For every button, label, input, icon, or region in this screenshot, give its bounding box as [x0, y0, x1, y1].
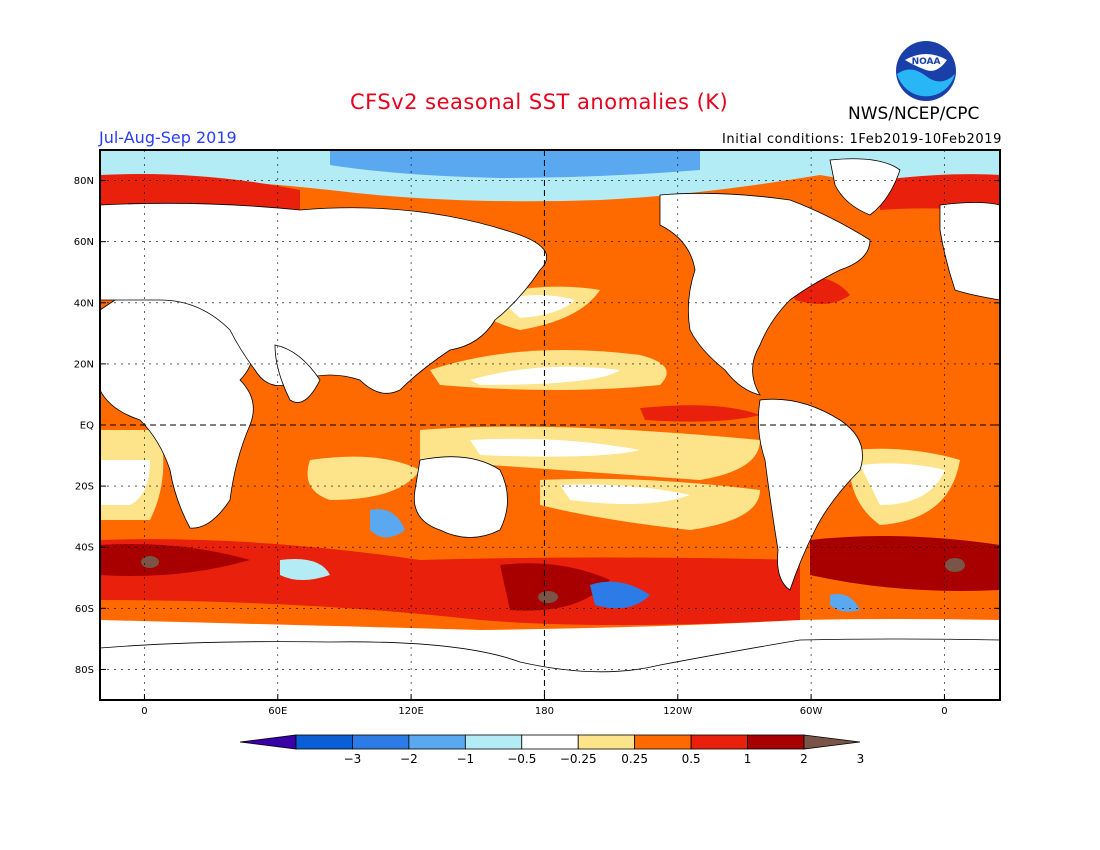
initial-conditions: Initial conditions: 1Feb2019-10Feb2019: [721, 132, 1002, 147]
colorbar-min-arrow: [239, 734, 297, 750]
antarctic-no-data-region: [100, 619, 1000, 700]
lat-tick-label: 80N: [74, 176, 94, 187]
colorbar-swatch: [408, 734, 466, 750]
lon-tick-label: 180: [535, 706, 554, 717]
lon-tick-label: 0: [141, 706, 147, 717]
colorbar-swatch: [634, 734, 692, 750]
grid-lines: [100, 150, 1000, 700]
colorbar: −3 −2 −1 −0.5 −0.25 0.25 0.5 1 2 3: [239, 734, 865, 766]
lat-tick-label: 60N: [74, 237, 94, 248]
colorbar-swatch: [295, 734, 353, 750]
colorbar-swatch: [352, 734, 410, 750]
colorbar-max-arrow: [803, 734, 861, 750]
colorbar-level-label: 0.25: [621, 752, 648, 766]
agency-label: NWS/NCEP/CPC: [848, 104, 980, 124]
greenland-land: [829, 158, 901, 216]
lat-tick-label: 60S: [75, 604, 94, 615]
arctic-cold-region: [330, 150, 700, 178]
colorbar-swatch: [690, 734, 748, 750]
north-america-land: [659, 192, 871, 396]
lat-tick-label: 20N: [74, 359, 94, 370]
colorbar-level-label: −2: [400, 752, 418, 766]
lon-tick-label: 60E: [268, 706, 287, 717]
season-label: Jul-Aug-Sep 2019: [99, 128, 237, 147]
antarctica-coastline: [100, 638, 1000, 673]
colorbar-swatch: [747, 734, 805, 750]
colorbar-level-label: 2: [800, 752, 808, 766]
latitude-axis: 80N 60N 40N 20N EQ 20S 40S 60S 80S: [74, 176, 1000, 676]
lon-tick-label: 120E: [398, 706, 423, 717]
lon-tick-label: 0: [941, 706, 947, 717]
colorbar-level-label: 1: [744, 752, 752, 766]
lat-tick-label: EQ: [80, 421, 94, 432]
longitude-axis: 0 60E 120E 180 120W 60W 0: [141, 694, 948, 717]
lon-tick-label: 120W: [663, 706, 692, 717]
colorbar-swatch: [464, 734, 523, 750]
colorbar-level-label: −0.5: [507, 752, 536, 766]
southern-ocean-cool-patch: [590, 581, 650, 609]
land-masses: [100, 158, 1000, 591]
colorbar-swatch: [521, 734, 579, 750]
lat-tick-label: 40N: [74, 298, 94, 309]
eurasia-land: [100, 202, 547, 394]
lat-tick-label: 40S: [75, 543, 94, 554]
colorbar-level-label: −1: [456, 752, 474, 766]
south-america-land: [757, 398, 863, 591]
colorbar-level-label: −0.25: [560, 752, 597, 766]
chart-title: CFSv2 seasonal SST anomalies (K): [350, 90, 729, 114]
colorbar-level-label: −3: [344, 752, 362, 766]
colorbar-level-label: 0.5: [682, 752, 701, 766]
logo-text: NOAA: [912, 57, 941, 67]
colorbar-level-label: 3: [857, 752, 865, 766]
lat-tick-label: 20S: [75, 482, 94, 493]
australia-land: [413, 456, 508, 538]
lon-tick-label: 60W: [800, 706, 823, 717]
noaa-logo-icon: NOAA: [896, 41, 956, 101]
colorbar-swatch: [577, 734, 636, 750]
lat-tick-label: 80S: [75, 665, 94, 676]
